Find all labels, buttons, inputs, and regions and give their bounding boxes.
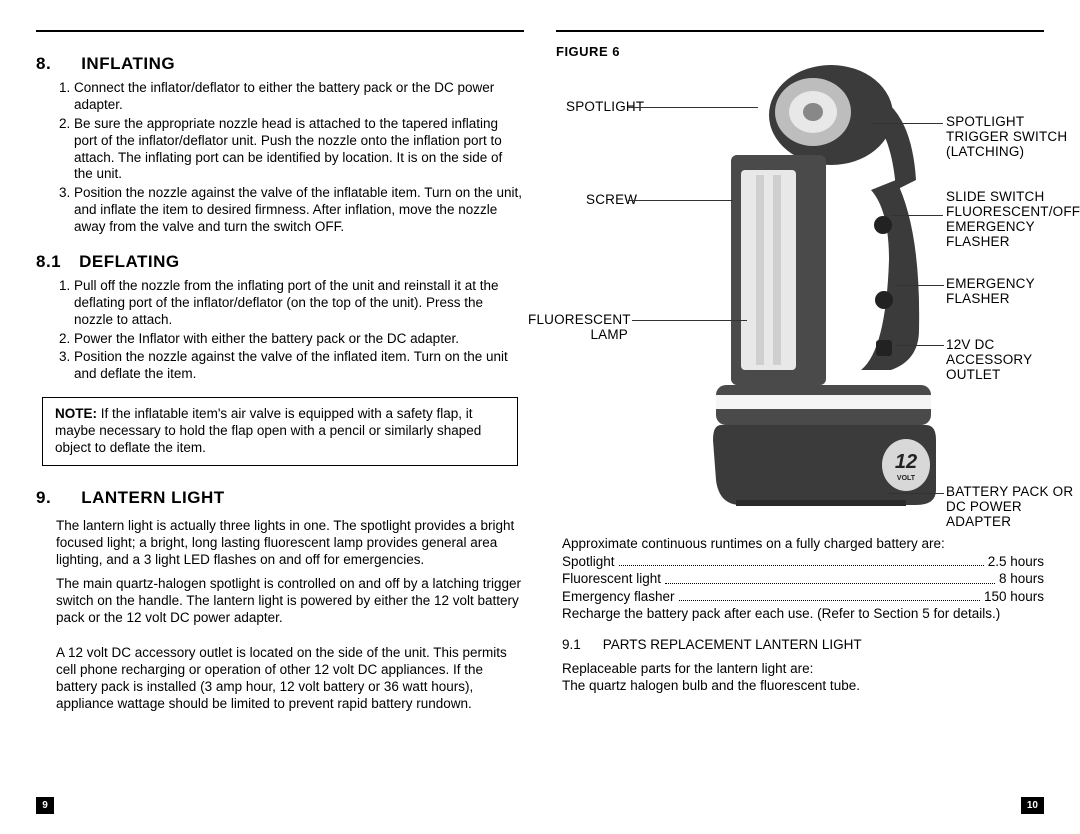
dot-leader [679,584,980,602]
callout-line [891,215,943,216]
callout-line [896,285,944,286]
runtime-value: 8 hours [999,570,1044,588]
section-title: LANTERN LIGHT [81,488,224,508]
list-item: Power the Inflator with either the batte… [74,331,524,348]
note-label: NOTE: [55,406,97,421]
callout-line [628,107,758,108]
sec8-list: Connect the inflator/deflator to either … [36,80,524,238]
section-8-head: 8. INFLATING [36,54,524,74]
section-title: DEFLATING [79,252,180,272]
callout-flasher: EMERGENCY FLASHER [946,277,1044,307]
callout-line [888,493,944,494]
section-9-head: 9. LANTERN LIGHT [36,488,524,508]
sec81-list: Pull off the nozzle from the inflating p… [36,278,524,385]
note-text: If the inflatable item's air valve is eq… [55,406,481,455]
list-item: Position the nozzle against the valve of… [74,349,524,383]
page-number: 10 [1021,797,1044,814]
callout-line [632,320,747,321]
list-item: Pull off the nozzle from the inflating p… [74,278,524,329]
callout-trigger: SPOTLIGHT TRIGGER SWITCH (LATCHING) [946,115,1080,160]
runtime-value: 2.5 hours [988,553,1044,571]
callout-line [628,200,733,201]
callout-slide: SLIDE SWITCH FLUORESCENT/OFF/ EMERGENCY … [946,190,1080,249]
lantern-illustration: 12 VOLT [661,60,971,520]
svg-text:12: 12 [895,451,917,473]
section-num: 9.1 [562,637,581,652]
section-81-head: 8.1 DEFLATING [36,252,524,272]
section-num: 8.1 [36,252,61,272]
sec91-body: Replaceable parts for the lantern light … [556,660,1044,695]
recharge-note: Recharge the battery pack after each use… [562,605,1044,623]
rule-top [36,30,524,32]
body-para: The lantern light is actually three ligh… [36,518,524,569]
body-line: The quartz halogen bulb and the fluoresc… [562,677,1044,695]
page-right: FIGURE 6 [540,30,1060,814]
body-para: The main quartz-halogen spotlight is con… [36,576,524,627]
figure-6: 12 VOLT SPOTLIGHT SCREW FLUORESCENT LAMP… [556,55,1044,525]
callout-battery: BATTERY PACK OR DC POWER ADAPTER [946,485,1076,530]
section-title: INFLATING [81,54,175,74]
callout-outlet: 12V DC ACCESSORY OUTLET [946,338,1066,383]
dot-leader [619,549,984,567]
rule-top [556,30,1044,32]
runtime-block: Approximate continuous runtimes on a ful… [556,535,1044,623]
callout-fluorescent-lamp: FLUORESCENT LAMP [528,313,628,343]
list-item: Be sure the appropriate nozzle head is a… [74,116,524,184]
section-91-head: 9.1 PARTS REPLACEMENT LANTERN LIGHT [562,637,1044,652]
page-number: 9 [36,797,54,814]
svg-text:VOLT: VOLT [897,475,916,482]
dot-leader [665,566,995,584]
callout-line [896,345,944,346]
body-para: A 12 volt DC accessory outlet is located… [36,645,524,713]
section-num: 8. [36,54,51,74]
list-item: Position the nozzle against the valve of… [74,185,524,236]
runtime-row: Emergency flasher 150 hours [562,588,1044,606]
runtime-label: Emergency flasher [562,588,675,606]
callout-line [871,123,943,124]
runtime-label: Fluorescent light [562,570,661,588]
runtime-label: Spotlight [562,553,615,571]
page-left: 8. INFLATING Connect the inflator/deflat… [20,30,540,814]
section-title: PARTS REPLACEMENT LANTERN LIGHT [603,637,862,652]
section-num: 9. [36,488,51,508]
list-item: Connect the inflator/deflator to either … [74,80,524,114]
runtime-value: 150 hours [984,588,1044,606]
note-box: NOTE: If the inflatable item's air valve… [42,397,518,466]
body-line: Replaceable parts for the lantern light … [562,660,1044,678]
